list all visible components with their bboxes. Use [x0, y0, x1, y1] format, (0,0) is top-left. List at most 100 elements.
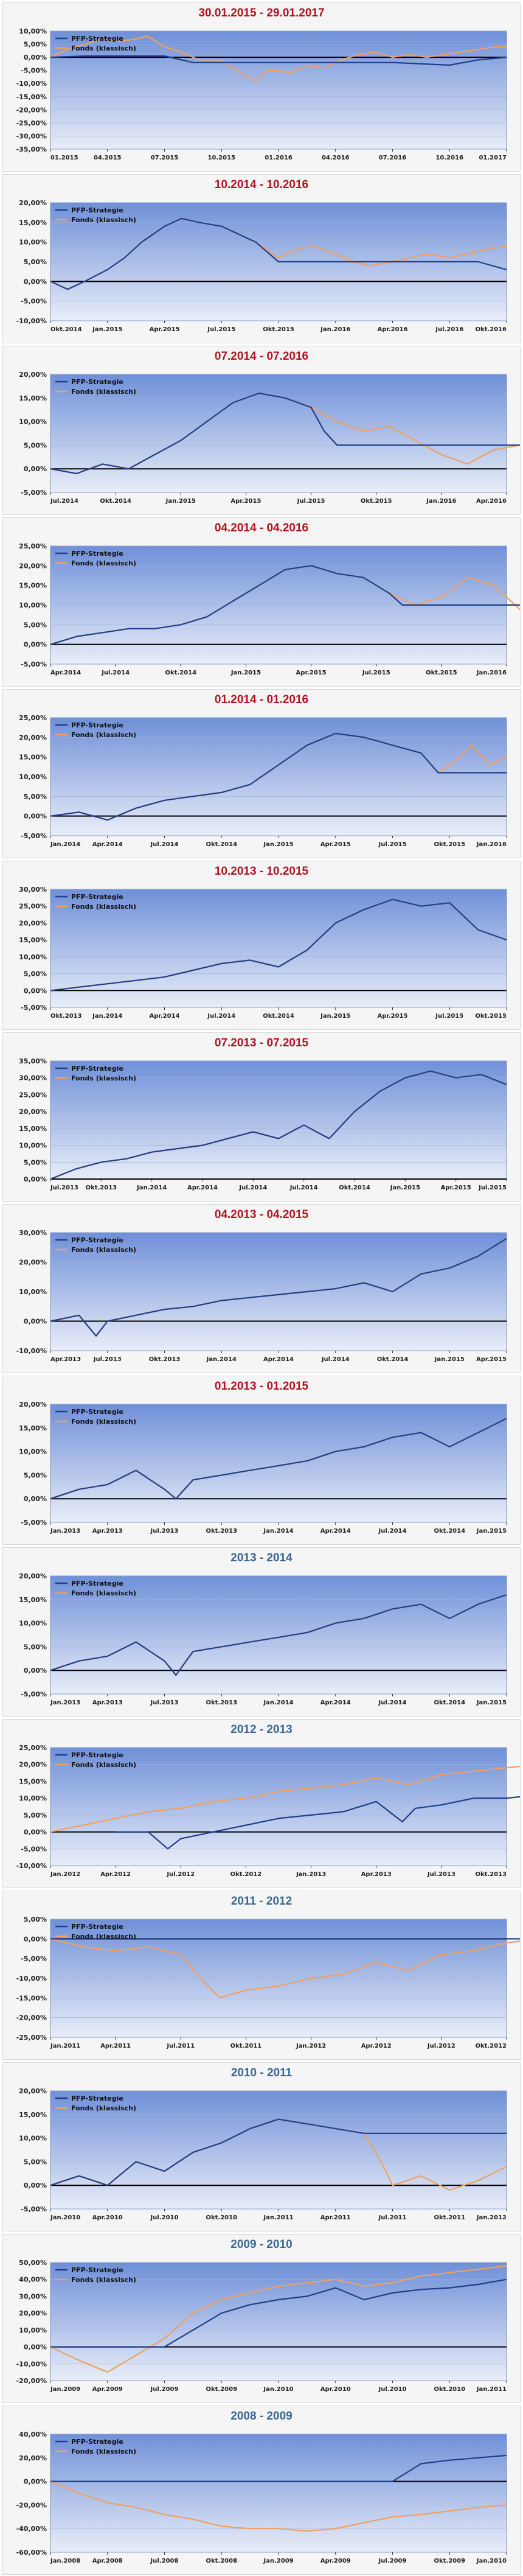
x-tick-label: Okt.2015	[475, 1013, 507, 1020]
x-tick-label: Okt.2015	[426, 670, 457, 676]
x-tick-label: Jan.2015	[230, 670, 261, 676]
x-tick-label: Jul.2014	[289, 1185, 318, 1191]
y-tick-label: 25,00%	[19, 1744, 47, 1752]
x-tick-label: Jan.2015	[263, 841, 293, 848]
line-chart: 25,00% 20,00% 15,00% 10,00% 5,00% 0,00% -5,00%…	[19, 542, 520, 676]
x-tick-label: Apr.2014	[263, 1356, 294, 1363]
y-tick-label: -5,00%	[21, 832, 47, 840]
x-tick-label: Jan.2015	[434, 1356, 465, 1363]
y-tick-label: 20,00%	[19, 371, 47, 379]
legend-label: PFP-Strategie	[71, 2095, 123, 2102]
line-chart: 5,00% 0,00% -5,00% -10,00% -15,00% -20,00% -25…	[16, 1916, 520, 2049]
x-tick-label: Jul.2014	[207, 1013, 235, 1020]
legend-label: Fonds (klassisch)	[71, 1761, 136, 1769]
legend-label: Fonds (klassisch)	[71, 1418, 136, 1426]
y-tick-label: 10,00%	[19, 1288, 47, 1296]
x-tick-label: Jul.2015	[478, 1185, 507, 1191]
y-tick-label: 20,00%	[19, 1108, 47, 1116]
y-tick-label: 15,00%	[19, 2111, 47, 2119]
series-line-pfp-strategie	[50, 565, 520, 645]
y-tick-label: -15,00%	[16, 1994, 47, 2002]
x-tick-label: Jul.2013	[150, 1528, 179, 1535]
y-tick-label: -15,00%	[16, 93, 47, 101]
y-tick-label: 15,00%	[19, 219, 47, 226]
x-tick-label: Okt.2013	[86, 1185, 117, 1191]
chart-title: 30.01.2015 - 29.01.2017	[198, 7, 325, 19]
x-tick-label: Jul.2014	[321, 1356, 350, 1363]
x-tick-label: Apr.2011	[100, 2043, 131, 2049]
legend-label: PFP-Strategie	[71, 2438, 123, 2446]
chart-panel: 01.2014 - 01.2016 25,00% 20,00% 15,00% 10,00…	[2, 689, 521, 858]
x-tick-label: Jan.2013	[50, 1528, 80, 1535]
x-tick-label: Jul.2014	[238, 1185, 267, 1191]
y-tick-label: 10,00%	[19, 1142, 47, 1150]
x-tick-label: Jan.2016	[320, 326, 350, 333]
y-tick-label: 5,00%	[24, 1471, 47, 1479]
y-tick-label: -10,00%	[16, 1862, 47, 1870]
y-tick-label: 15,00%	[19, 1125, 47, 1133]
x-tick-label: Jan.2014	[206, 1356, 237, 1363]
chart-title: 2011 - 2012	[230, 1895, 293, 1908]
chart-panel: 01.2013 - 01.2015 20,00% 15,00% 10,00% 5,00%…	[2, 1376, 521, 1545]
y-tick-label: 40,00%	[19, 2431, 47, 2438]
x-tick-label: Jan.2015	[390, 1185, 420, 1191]
y-tick-label: 5,00%	[24, 1811, 47, 1819]
legend-label: PFP-Strategie	[71, 893, 123, 901]
y-tick-label: 10,00%	[19, 1448, 47, 1456]
legend-label: Fonds (klassisch)	[71, 2276, 136, 2284]
x-tick-label: Jan.2015	[165, 498, 196, 505]
y-tick-label: 0,00%	[24, 2182, 47, 2189]
y-tick-label: 20,00%	[19, 1401, 47, 1409]
x-tick-label: Jul.2014	[150, 841, 179, 848]
x-tick-label: 04.2015	[94, 155, 122, 161]
y-tick-label: -60,00%	[16, 2549, 47, 2557]
y-tick-label: 5,00%	[24, 1916, 47, 1923]
legend-label: PFP-Strategie	[71, 1923, 123, 1931]
x-tick-label: Okt.2013	[206, 1528, 237, 1535]
y-tick-label: 25,00%	[19, 542, 47, 550]
x-tick-label: Apr.2012	[361, 2043, 392, 2049]
x-tick-label: Jul.2012	[166, 1871, 195, 1878]
y-tick-label: 10,00%	[19, 239, 47, 247]
legend-label: PFP-Strategie	[71, 35, 123, 43]
x-tick-label: Jan.2015	[92, 326, 122, 333]
series-line-pfp-strategie	[50, 2278, 507, 2348]
legend-label: Fonds (klassisch)	[71, 44, 136, 52]
x-tick-label: Apr.2015	[149, 326, 179, 333]
y-tick-label: -10,00%	[16, 317, 47, 325]
chart-title: 04.2014 - 04.2016	[214, 522, 309, 534]
y-tick-label: 5,00%	[24, 1643, 47, 1651]
series-line-pfp-strategie	[50, 217, 507, 290]
x-tick-label: Okt.2010	[434, 2386, 465, 2393]
chart-panel: 04.2014 - 04.2016 25,00% 20,00% 15,00% 10,00…	[2, 517, 521, 687]
line-chart: 20,00%15,00%10,00%5,00%0,00%-5,00%Jan.20…	[19, 1401, 507, 1535]
x-tick-label: Apr.2014	[320, 1528, 351, 1535]
x-tick-label: Apr.2009	[320, 2558, 351, 2564]
series-line-pfp-strategie	[50, 732, 507, 821]
y-tick-label: 25,00%	[19, 1091, 47, 1099]
chart-panel: 10.2013 - 10.2015 30,00% 25,00% 20,00% 15,00…	[2, 861, 521, 1030]
legend-label: PFP-Strategie	[71, 2266, 123, 2274]
chart-title: 2012 - 2013	[230, 1723, 293, 1736]
y-tick-label: 0,00%	[24, 54, 47, 61]
y-tick-label: 20,00%	[19, 199, 47, 207]
x-tick-label: Jan.2013	[50, 1699, 80, 1706]
x-tick-label: Okt.2014	[206, 841, 237, 848]
x-tick-label: Okt.2014	[434, 1699, 465, 1706]
x-tick-label: Apr.2015	[230, 498, 261, 505]
x-tick-label: Jul.2010	[150, 2214, 179, 2221]
legend-label: Fonds (klassisch)	[71, 559, 136, 567]
x-tick-label: 10.2015	[207, 155, 235, 161]
y-tick-label: 0,00%	[24, 641, 47, 649]
line-chart: 35,00% 30,00% 25,00% 20,00% 15,00% 10,00% 5,00…	[19, 1057, 507, 1191]
chart-panel: 2012 - 2013 25,00% 20,00% 15,00% 10,00% 5,00%…	[2, 1719, 521, 1888]
x-tick-label: Jul.2013	[50, 1185, 78, 1191]
series-line-pfp-strategie	[50, 1938, 520, 1940]
x-tick-label: Apr.2011	[320, 2214, 351, 2221]
y-tick-label: 0,00%	[24, 278, 47, 285]
y-tick-label: 20,00%	[19, 1259, 47, 1267]
y-tick-label: 20,00%	[19, 1761, 47, 1769]
x-tick-label: Okt.2009	[206, 2386, 237, 2393]
y-tick-label: 10,00%	[19, 1620, 47, 1628]
